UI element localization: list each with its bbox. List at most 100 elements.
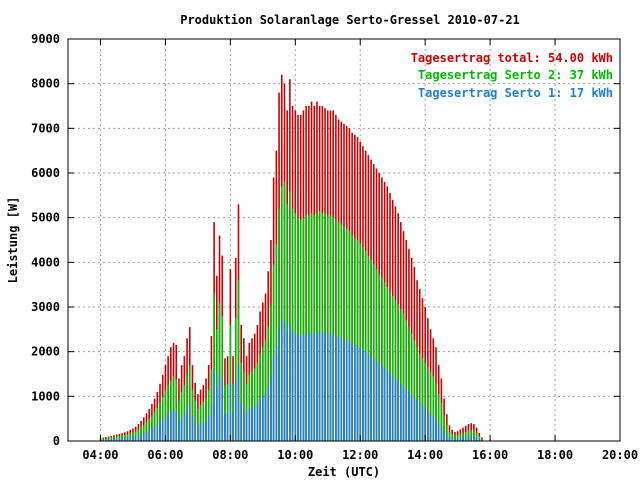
series-serto-1 (99, 320, 483, 441)
bar-serto-1 (118, 438, 121, 441)
bar-serto-1 (427, 410, 429, 441)
bar-serto-2 (372, 264, 375, 441)
bar-serto-1 (294, 333, 297, 441)
x-tick-label: 16:00 (472, 448, 508, 462)
bar-serto-2 (405, 320, 408, 441)
bar-serto-1 (378, 362, 380, 441)
plot-frame (67, 38, 621, 442)
legend: Tagesertrag total: 54.00 kWh Tagesertrag… (411, 51, 613, 100)
bar-serto-2 (272, 264, 275, 441)
bar-serto-1 (272, 356, 275, 441)
bar-serto-1 (321, 332, 324, 441)
bar-serto-1 (105, 439, 107, 441)
bar-serto-2 (299, 219, 302, 441)
bar-serto-2 (207, 389, 210, 441)
bar-serto-2 (161, 396, 164, 441)
bar-serto-1 (278, 329, 280, 441)
bar-serto-1 (243, 407, 245, 441)
bar-serto-1 (283, 322, 286, 441)
bar-serto-1 (289, 324, 291, 441)
bar-serto-2 (435, 382, 437, 441)
bar-serto-1 (224, 414, 226, 441)
bar-serto-1 (356, 346, 359, 441)
bar-serto-2 (170, 380, 172, 441)
bar-serto-2 (332, 217, 334, 441)
bar-serto-2 (240, 362, 242, 441)
bar-serto-1 (218, 374, 221, 441)
bar-serto-1 (470, 436, 472, 441)
bar-serto-1 (226, 413, 229, 441)
bar-serto-2 (381, 277, 383, 441)
bar-serto-2 (316, 213, 318, 441)
bar-serto-1 (372, 358, 375, 441)
bar-serto-1 (102, 439, 104, 441)
bar-serto-2 (191, 389, 194, 441)
bar-serto-2 (370, 260, 372, 441)
bar-serto-2 (326, 215, 329, 441)
bar-serto-2 (305, 215, 307, 441)
bar-serto-1 (340, 338, 343, 441)
bar-serto-1 (440, 427, 443, 441)
bar-serto-2 (245, 383, 248, 441)
bar-serto-2 (194, 400, 196, 441)
bar-serto-2 (345, 228, 348, 441)
bar-serto-1 (202, 422, 205, 441)
bar-serto-2 (310, 213, 313, 441)
bar-serto-2 (324, 213, 326, 441)
bar-serto-2 (134, 431, 137, 441)
bar-serto-2 (180, 391, 183, 441)
x-tick-label: 08:00 (212, 448, 248, 462)
bar-serto-1 (383, 367, 386, 441)
bar-serto-2 (329, 215, 332, 441)
bar-serto-2 (394, 300, 397, 441)
bar-serto-1 (264, 392, 267, 441)
bar-serto-1 (275, 347, 278, 441)
bar-serto-2 (188, 365, 191, 441)
bar-serto-1 (446, 434, 448, 441)
bar-serto-2 (397, 304, 399, 441)
bar-serto-1 (178, 421, 180, 441)
bar-serto-1 (362, 349, 364, 441)
bar-serto-1 (308, 333, 310, 441)
bar-serto-2 (464, 432, 467, 441)
bar-serto-2 (270, 304, 272, 441)
bar-serto-2 (115, 436, 118, 441)
bar-serto-2 (140, 427, 142, 441)
y-tick-label: 9000 (31, 32, 60, 46)
bar-serto-1 (188, 404, 191, 441)
bar-serto-2 (210, 369, 213, 441)
bar-serto-2 (451, 434, 454, 441)
bar-serto-1 (221, 380, 224, 441)
bar-serto-1 (121, 438, 123, 441)
bar-serto-1 (459, 437, 462, 441)
bar-serto-2 (226, 383, 229, 441)
legend-entry-total: Tagesertrag total: 54.00 kWh (411, 51, 613, 65)
bar-serto-2 (378, 273, 380, 441)
bar-serto-1 (115, 438, 118, 441)
bar-serto-1 (140, 434, 142, 441)
bar-serto-1 (475, 437, 478, 441)
bar-serto-1 (332, 334, 334, 441)
bar-serto-1 (124, 438, 126, 441)
bar-serto-1 (207, 415, 210, 441)
bar-serto-2 (213, 293, 215, 441)
bar-serto-2 (124, 434, 126, 441)
bar-serto-2 (356, 240, 359, 441)
bar-serto-2 (446, 424, 448, 441)
chart-title: Produktion Solaranlage Serto-Gressel 201… (180, 13, 520, 27)
bar-serto-2 (264, 340, 267, 441)
bar-serto-1 (172, 409, 175, 441)
bar-serto-1 (456, 438, 459, 441)
bar-serto-2 (221, 315, 224, 441)
x-axis-label: Zeit (UTC) (308, 465, 380, 479)
bar-serto-2 (286, 204, 288, 441)
bar-serto-2 (478, 436, 481, 441)
bar-serto-2 (375, 269, 378, 441)
bar-serto-2 (318, 210, 321, 441)
bar-serto-2 (462, 432, 464, 441)
bar-serto-1 (191, 415, 194, 441)
bar-serto-2 (259, 353, 261, 441)
bar-serto-2 (362, 246, 364, 441)
bar-serto-2 (391, 295, 394, 441)
bar-serto-1 (256, 403, 259, 441)
